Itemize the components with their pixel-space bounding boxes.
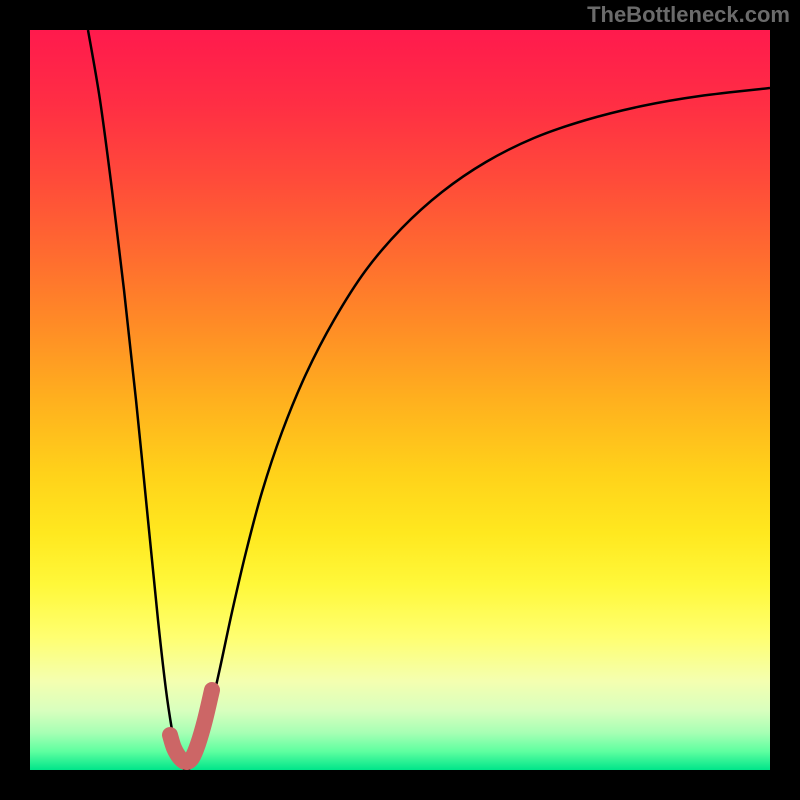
curve-layer bbox=[30, 30, 770, 770]
watermark-text: TheBottleneck.com bbox=[587, 2, 790, 28]
bottleneck-curve bbox=[88, 30, 770, 770]
highlight-marker bbox=[170, 690, 212, 762]
chart-canvas: TheBottleneck.com bbox=[0, 0, 800, 800]
plot-area bbox=[30, 30, 770, 770]
